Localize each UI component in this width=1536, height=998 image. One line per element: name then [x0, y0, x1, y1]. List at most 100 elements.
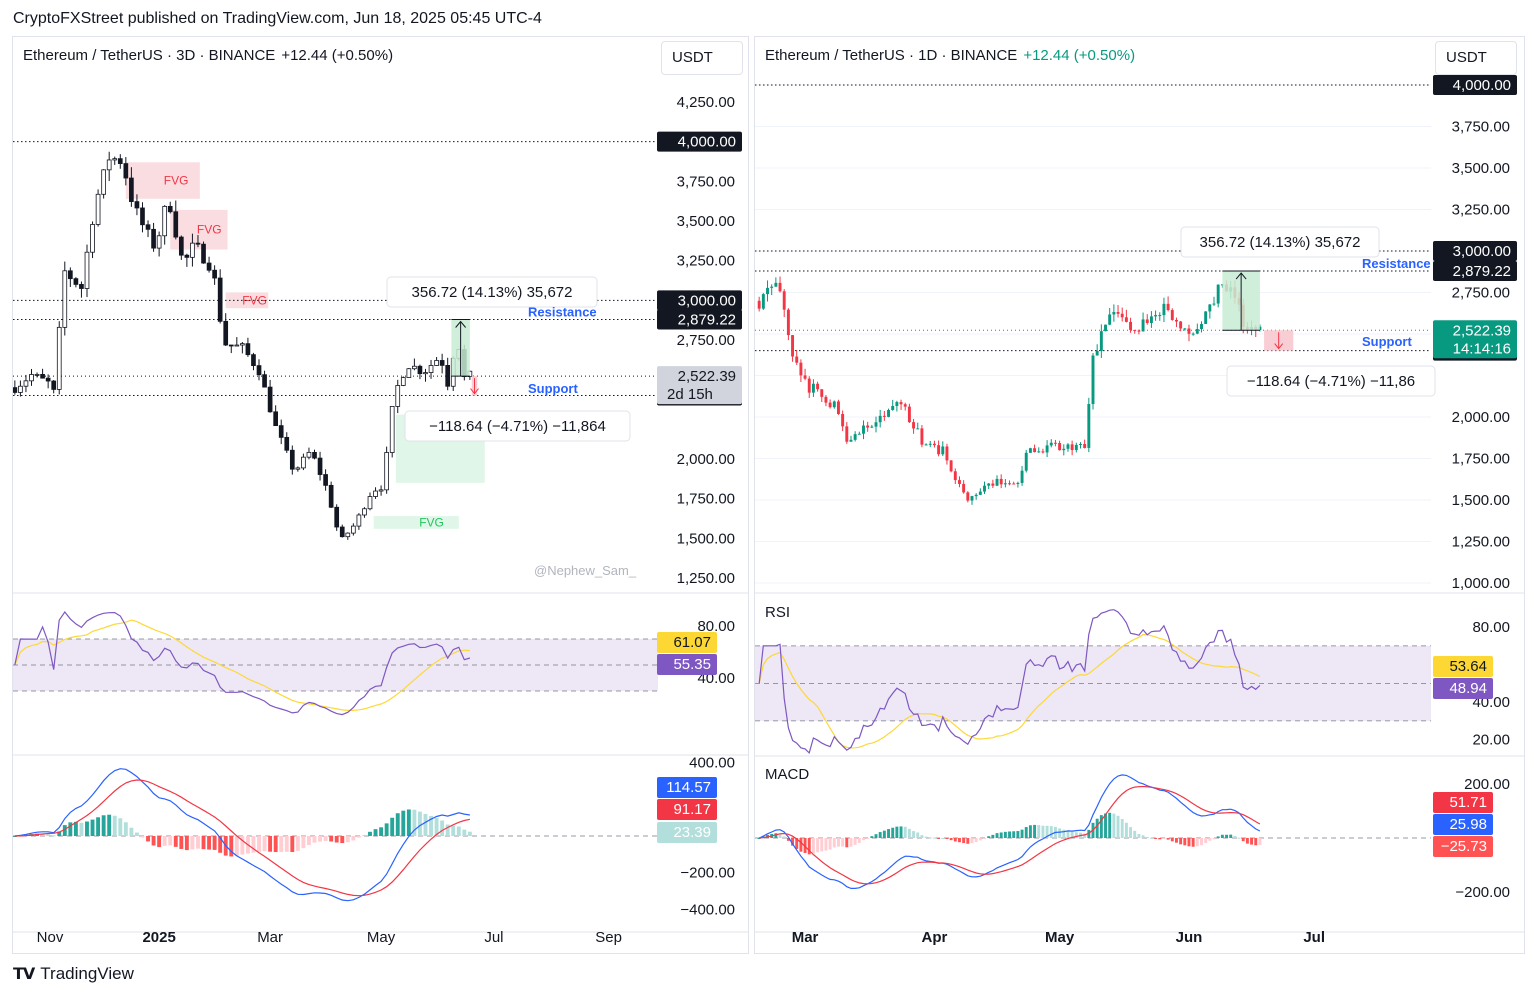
right-chart-svg[interactable]: 356.72 (14.13%) 35,672 −118.64 (−4.71%) −… [755, 37, 1524, 953]
right-unit-button[interactable]: USDT [1435, 41, 1517, 75]
right-candle-body [1116, 312, 1120, 314]
right-macd-histogram-bar [962, 838, 966, 844]
right-candle-body [1099, 331, 1103, 351]
left-price-tick: 2,000.00 [677, 451, 735, 468]
publisher-header: CryptoFXStreet published on TradingView.… [13, 10, 542, 27]
right-level-3000-tag [1433, 241, 1517, 261]
right-candle-body [1003, 483, 1007, 485]
right-chart-panel[interactable]: 356.72 (14.13%) 35,672 −118.64 (−4.71%) −… [754, 36, 1525, 954]
left-level-4000-tag [657, 131, 742, 152]
right-last-price-tag [1433, 320, 1517, 359]
left-candle-body [212, 269, 217, 279]
right-macd-histogram-bar [928, 837, 932, 839]
right-price-tick: 1,500.00 [1452, 492, 1510, 509]
left-price-tick: 1,750.00 [677, 491, 735, 508]
left-price-tick: 3,250.00 [677, 253, 735, 270]
left-signal-line [14, 779, 471, 897]
right-macd-histogram-bar [891, 827, 895, 838]
right-candle-body [1070, 444, 1074, 451]
left-candle-body [190, 242, 195, 258]
right-macd-histogram-bar [878, 832, 882, 838]
right-candle-body [1024, 452, 1028, 471]
right-macd-histogram-bar [1174, 838, 1178, 843]
right-macd-histogram-bar [1104, 813, 1107, 838]
right-macd-histogram-bar [782, 836, 786, 838]
right-time-label: Mar [792, 929, 819, 946]
right-macd-histogram-bar [1208, 838, 1212, 841]
right-macd-histogram-bar [1049, 826, 1053, 838]
left-level-3000: 3,000.00 [678, 292, 736, 309]
right-candle-body [778, 282, 782, 292]
right-candle-body [1079, 443, 1082, 445]
left-macd-histogram-bar [79, 822, 84, 836]
left-macd-histogram-bar [417, 811, 422, 836]
left-candle-body [245, 343, 251, 356]
left-chart-panel[interactable]: FVGFVGFVGFVGFVG356.72 (14.13%) 35,672−11… [12, 36, 749, 954]
left-macd-histogram-bar [268, 836, 273, 852]
right-time-label: Jun [1176, 929, 1203, 946]
left-chart-svg[interactable]: FVGFVGFVGFVGFVG356.72 (14.13%) 35,672−11… [13, 37, 748, 953]
left-fvg-zone [125, 162, 200, 199]
left-candle-body [156, 235, 162, 249]
right-macd-histogram-bar [1258, 838, 1262, 845]
left-macd-histogram-bar [362, 834, 367, 836]
right-symbol-title: Ethereum / TetherUS · 1D · BINANCE [765, 47, 1018, 64]
left-macd-histogram-bar [356, 836, 361, 838]
left-macd-histogram-bar [340, 836, 345, 844]
left-candle-body [29, 374, 34, 382]
left-macd-histogram-bar [140, 836, 145, 838]
right-macd-histogram-bar [1212, 838, 1216, 840]
left-macd-histogram-bar [406, 809, 411, 836]
right-macd-histogram-bar [1233, 835, 1237, 838]
right-candle-body [995, 478, 999, 486]
right-candle-body [953, 471, 957, 481]
right-macd-histogram-bar [983, 838, 986, 839]
right-candle-body [1158, 315, 1162, 317]
right-candle-body [1045, 445, 1049, 453]
right-candle-body [899, 402, 903, 405]
left-macd-histogram-bar [251, 836, 256, 853]
right-candle-body [887, 410, 890, 417]
left-candle-body [13, 387, 18, 393]
left-candle-body [362, 508, 367, 516]
left-macd-histogram-bar [157, 836, 162, 848]
right-macd-histogram-bar [1124, 822, 1128, 838]
left-price-tick: 4,250.00 [677, 94, 735, 111]
right-candle-body [1170, 310, 1174, 320]
right-macd-histogram-bar [1020, 829, 1024, 838]
left-macd-histogram-bar [295, 836, 300, 851]
right-macd-histogram-bar [1162, 838, 1166, 839]
left-candle-body [178, 236, 184, 256]
left-resistance-label: Resistance [528, 304, 597, 319]
right-macd-histogram-bar [978, 838, 982, 841]
left-macd-histogram-bar [412, 809, 417, 836]
left-candle-body [312, 451, 317, 459]
right-macd-histogram-bar [874, 834, 878, 838]
left-candle-body [23, 380, 29, 387]
right-macd-histogram-bar [1133, 830, 1137, 838]
left-candle-body [67, 270, 73, 280]
right-candle-body [824, 396, 828, 403]
right-macd-histogram-bar [870, 836, 874, 838]
left-candle-body [40, 373, 45, 379]
right-macd-histogram-bar [1216, 836, 1220, 838]
right-support-label: Support [1362, 334, 1412, 349]
left-macd-histogram-bar [351, 836, 356, 841]
left-unit-button[interactable]: USDT [661, 41, 743, 75]
left-candle-body [95, 193, 101, 225]
left-rsi-line [14, 610, 471, 716]
right-candle-body [928, 443, 932, 445]
right-hist-value-tag [1433, 836, 1493, 857]
left-candle-body [173, 211, 179, 238]
right-candle-body [1212, 303, 1216, 305]
left-candle-body [384, 452, 389, 491]
right-macd-histogram-bar [1145, 836, 1149, 838]
right-macd-histogram-bar [1191, 838, 1195, 847]
right-candle-body [795, 356, 799, 363]
left-macd-histogram-bar [162, 836, 167, 846]
left-macd-histogram-bar [123, 822, 128, 836]
right-signal-value: 51.71 [1449, 794, 1487, 811]
left-candle-body [317, 457, 323, 475]
left-price-tick: 1,500.00 [677, 530, 735, 547]
right-candle-body [1166, 303, 1170, 311]
